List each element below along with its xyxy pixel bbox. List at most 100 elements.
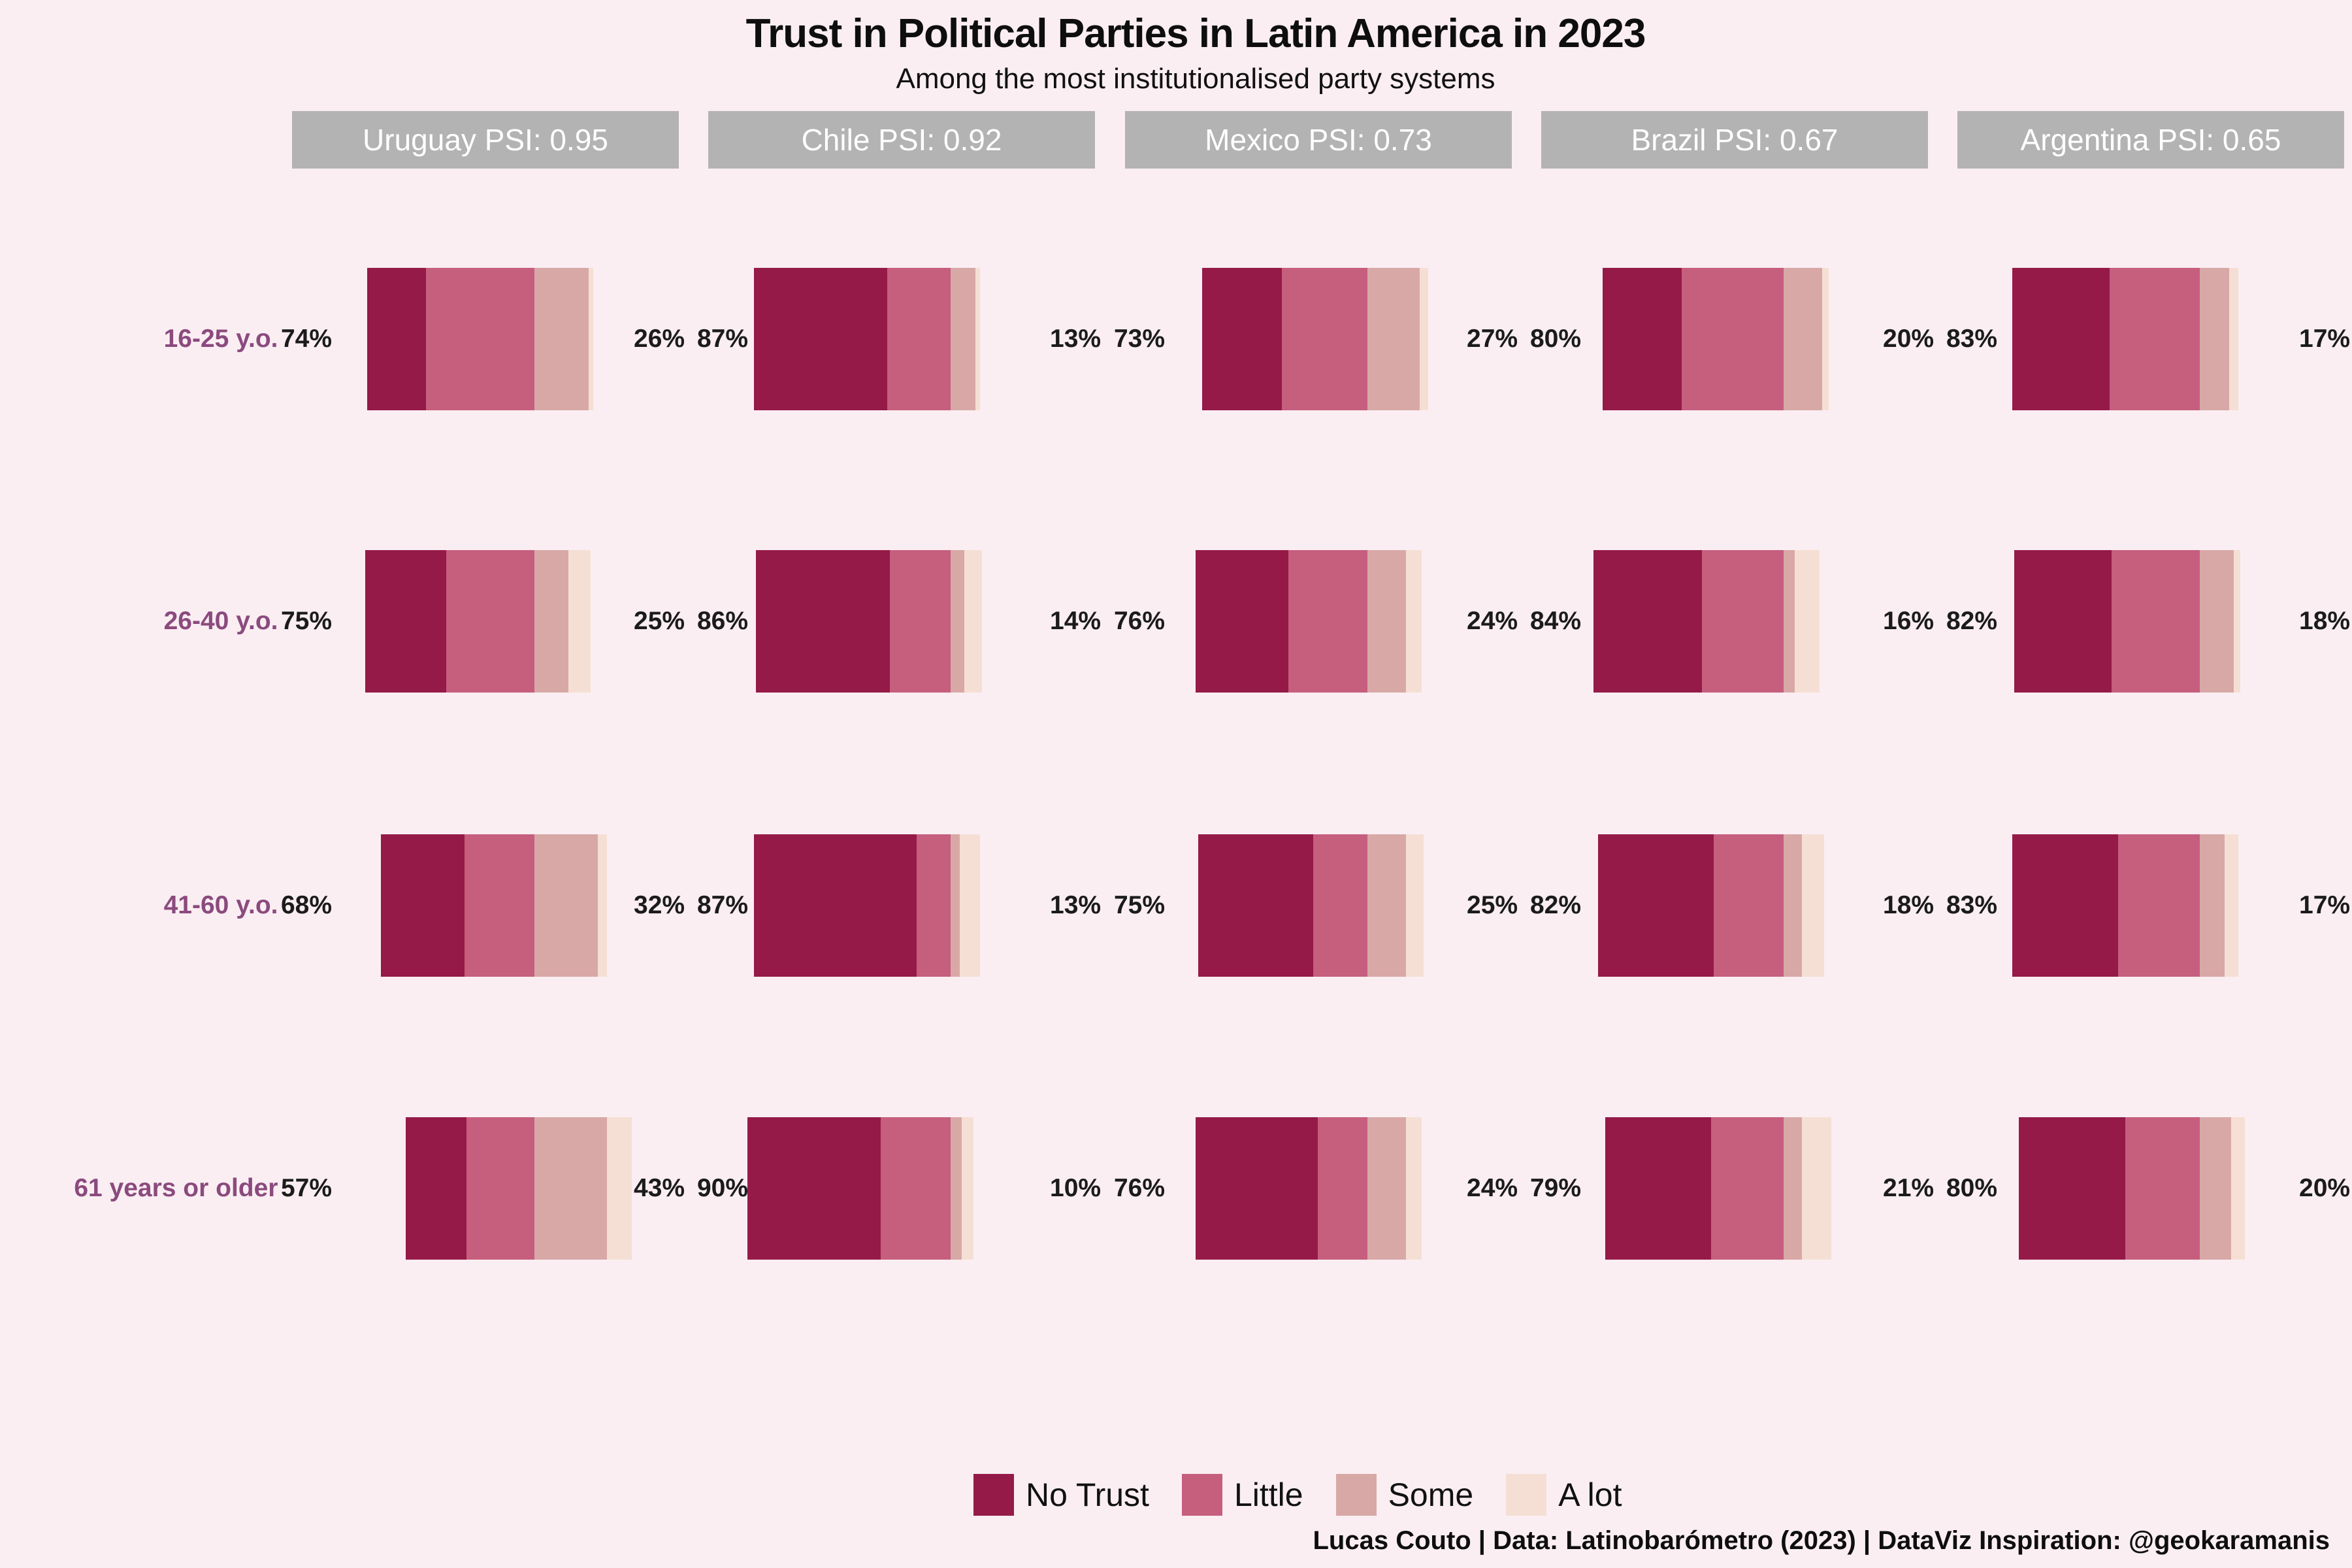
bar-segment-some [2199, 834, 2225, 977]
distrust-pct-label: 68% [280, 891, 332, 919]
trust-pct-label: 24% [1467, 1174, 1518, 1202]
some-swatch-icon [1335, 1474, 1377, 1516]
trust-pct-label: 27% [1467, 325, 1518, 353]
bar-segment-some [1783, 834, 1802, 977]
bar-segment-little [2125, 1117, 2200, 1260]
bar-segment-little [887, 268, 951, 410]
legend-item-a-lot: A lot [1506, 1474, 1622, 1516]
trust-pct-label: 13% [1050, 891, 1102, 919]
country-header: Brazil PSI: 0.67 [1541, 111, 1928, 169]
distrust-label-group: 82% [1946, 607, 1997, 636]
distrust-pct-label: 84% [1529, 607, 1581, 635]
a-lot-swatch-icon [1506, 1474, 1547, 1516]
bar-segment-no-trust [367, 268, 426, 410]
bar-segment-some [2199, 550, 2234, 693]
bar-segment-little [1288, 550, 1367, 693]
legend-label: Little [1233, 1477, 1303, 1513]
distrust-label-group: 87% [697, 325, 748, 353]
bar-segment-no-trust [1605, 1117, 1712, 1260]
stacked-bar [365, 550, 591, 693]
bar-segment-a-lot [1821, 268, 1829, 410]
bar-segment-little [446, 550, 534, 693]
bar-segment-little [2118, 834, 2200, 977]
bar-segment-little [917, 834, 951, 977]
trust-pct-label: 18% [1883, 891, 1935, 919]
bar-segment-no-trust [1593, 550, 1703, 693]
distrust-pct-label: 82% [1529, 891, 1581, 919]
bar-segment-little [2109, 268, 2200, 410]
stacked-bar [2012, 834, 2238, 977]
distrust-label-group: 80% [1946, 1174, 1997, 1203]
legend-label: No Trust [1026, 1477, 1149, 1513]
bar-segment-some [2199, 268, 2229, 410]
bar-segment-no-trust [1196, 550, 1288, 693]
stacked-bar [2012, 268, 2238, 410]
bar-segment-a-lot [1795, 550, 1820, 693]
bar-segment-a-lot [1419, 268, 1429, 410]
distrust-pct-label: 75% [280, 607, 332, 635]
bar-segment-a-lot [597, 834, 607, 977]
bar-segment-little [1711, 1117, 1784, 1260]
stacked-bar [1196, 550, 1422, 693]
distrust-pct-label: 83% [1946, 891, 1997, 919]
bar-segment-no-trust [2012, 268, 2110, 410]
distrust-pct-label: 86% [696, 607, 748, 635]
distrust-pct-label: 90% [696, 1174, 748, 1202]
distrust-pct-label: 87% [696, 891, 748, 919]
bar-segment-no-trust [753, 834, 917, 977]
bar-segment-a-lot [606, 1117, 632, 1260]
bar-segment-some [534, 268, 589, 410]
bar-segment-little [1713, 834, 1784, 977]
bar-segment-a-lot [959, 834, 980, 977]
bar-segment-no-trust [2014, 550, 2112, 693]
distrust-label-group: 76% [1114, 607, 1165, 636]
bar-segment-some [1783, 550, 1795, 693]
trust-pct-label: 10% [1050, 1174, 1102, 1202]
trust-pct-label: 16% [1883, 607, 1935, 635]
country-header: Mexico PSI: 0.73 [1125, 111, 1512, 169]
distrust-label-group: 79% [1530, 1174, 1581, 1203]
distrust-label-group: 80% [1530, 325, 1581, 353]
country-header: Uruguay PSI: 0.95 [292, 111, 679, 169]
distrust-label-group: 76% [1114, 1174, 1165, 1203]
stacked-bar [753, 268, 980, 410]
bar-segment-little [464, 834, 534, 977]
age-group-label: 41-60 y.o. [163, 891, 278, 919]
bar-segment-some [1367, 834, 1406, 977]
bar-segment-no-trust [405, 1117, 467, 1260]
bar-segment-no-trust [2019, 1117, 2125, 1260]
little-swatch-icon [1181, 1474, 1222, 1516]
bar-segment-no-trust [2012, 834, 2119, 977]
bar-segment-some [534, 834, 598, 977]
distrust-label-group: 61 years or older 57% [74, 1174, 332, 1203]
distrust-pct-label: 76% [1113, 607, 1165, 635]
bar-segment-a-lot [2225, 834, 2238, 977]
bar-segment-no-trust [380, 834, 465, 977]
legend: No Trust Little Some A lot [973, 1474, 1655, 1516]
bar-segment-a-lot [2231, 1117, 2246, 1260]
distrust-label-group: 87% [697, 891, 748, 920]
stacked-bar [756, 550, 983, 693]
bar-segment-no-trust [1598, 834, 1714, 977]
distrust-pct-label: 74% [280, 325, 332, 353]
distrust-pct-label: 75% [1113, 891, 1165, 919]
bar-segment-some [1783, 268, 1822, 410]
stacked-bar [367, 268, 593, 410]
bar-segment-a-lot [964, 550, 983, 693]
distrust-pct-label: 87% [696, 325, 748, 353]
bar-segment-some [1367, 1117, 1406, 1260]
bar-segment-some [950, 268, 976, 410]
bar-segment-some [950, 550, 964, 693]
distrust-pct-label: 83% [1946, 325, 1997, 353]
stacked-bar [1198, 834, 1424, 977]
distrust-pct-label: 57% [280, 1174, 332, 1202]
stacked-bar [405, 1117, 632, 1260]
distrust-label-group: 26-40 y.o. 75% [164, 607, 332, 636]
distrust-label-group: 84% [1530, 607, 1581, 636]
stacked-bar [747, 1117, 973, 1260]
bar-segment-a-lot [1801, 1117, 1831, 1260]
chart-subtitle: Among the most institutionalised party s… [896, 63, 1495, 95]
stacked-bar [2019, 1117, 2246, 1260]
bar-segment-little [1281, 268, 1367, 410]
